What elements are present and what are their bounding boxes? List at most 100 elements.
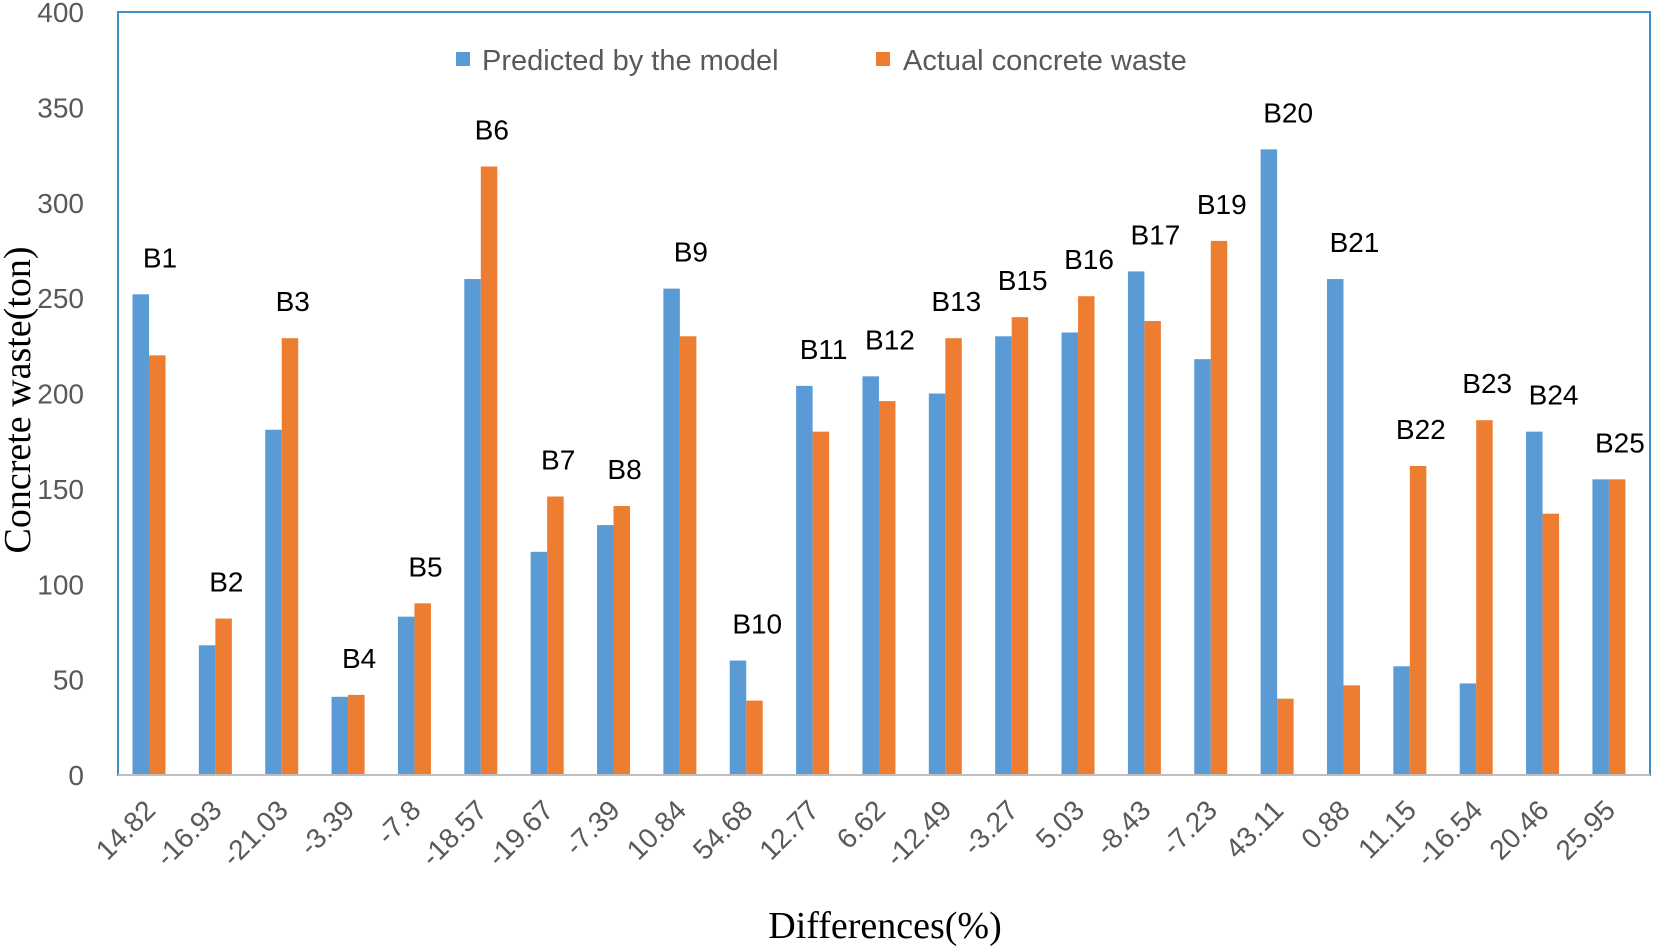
- bar-label: B11: [800, 334, 848, 365]
- bar-label: B15: [998, 265, 1048, 296]
- bar-label: B5: [408, 551, 442, 582]
- y-axis-title: Concrete waste(ton): [0, 246, 39, 553]
- bar-actual: [1343, 685, 1360, 775]
- bar-labels: B1 B2 B3 B4 B5 B6 B7 B8 B9 B10 B11 B12 B13 B15 B16 B17 B…: [143, 97, 1645, 674]
- bar-label: B9: [674, 237, 708, 268]
- y-tick-label: 150: [37, 474, 84, 505]
- bar-actual: [1409, 465, 1427, 775]
- bar-predicted: [1127, 271, 1145, 775]
- bar-actual: [414, 603, 431, 775]
- bar-label: B17: [1130, 219, 1180, 250]
- x-tick-label: -18.57: [415, 794, 493, 872]
- x-tick-label: -3.39: [293, 794, 360, 861]
- bar-predicted: [1526, 431, 1543, 775]
- bars: [132, 149, 1626, 776]
- bar-label: B8: [607, 454, 641, 485]
- legend-swatch-actual: [876, 52, 890, 66]
- x-tick-label: 43.11: [1219, 794, 1289, 864]
- bar-actual: [1210, 240, 1228, 775]
- x-tick-label: -16.54: [1410, 794, 1488, 872]
- y-tick-label: 0: [68, 760, 84, 791]
- bar-predicted: [265, 429, 282, 775]
- legend-label-predicted: Predicted by the model: [482, 45, 779, 77]
- bar-predicted: [1326, 279, 1344, 775]
- y-tick-label: 100: [37, 569, 84, 600]
- x-tick-label: 0.88: [1295, 794, 1355, 854]
- bar-actual: [613, 506, 631, 775]
- bar-label: B20: [1263, 97, 1313, 128]
- bar-predicted: [796, 385, 813, 775]
- y-tick-label: 300: [37, 188, 84, 219]
- x-tick-label: 6.62: [831, 794, 891, 854]
- bar-predicted: [397, 616, 415, 775]
- bar-actual: [1078, 296, 1095, 775]
- x-tick-label: -3.27: [957, 794, 1024, 861]
- bar-label: B19: [1197, 189, 1247, 220]
- bar-actual: [1277, 698, 1294, 775]
- x-tick-label: -7.39: [559, 794, 626, 861]
- x-tick-label: -8.43: [1090, 794, 1157, 861]
- bar-label: B21: [1330, 227, 1380, 258]
- y-tick-label: 50: [53, 665, 84, 696]
- bar-actual: [1144, 321, 1161, 775]
- bar-label: B13: [931, 286, 981, 317]
- legend-swatch-predicted: [456, 52, 470, 66]
- bar-predicted: [1061, 332, 1079, 775]
- bar-label: B7: [541, 445, 575, 476]
- bar-label: B10: [732, 609, 782, 640]
- bar-actual: [945, 338, 962, 775]
- y-tick-label: 200: [37, 379, 84, 410]
- bar-label: B2: [209, 567, 243, 598]
- bar-predicted: [464, 279, 481, 775]
- bar-label: B23: [1462, 368, 1512, 399]
- x-tick-label: 5.03: [1030, 794, 1090, 854]
- x-axis-title: Differences(%): [768, 905, 1002, 946]
- bar-label: B22: [1396, 414, 1446, 445]
- bar-label: B25: [1595, 427, 1645, 458]
- bar-actual: [480, 166, 498, 775]
- bar-predicted: [1459, 683, 1477, 775]
- bar-predicted: [995, 336, 1012, 775]
- bar-actual: [812, 431, 830, 775]
- x-tick-label: 20.46: [1483, 794, 1554, 865]
- y-axis-ticks: 0 50 100 150 200 250 300 350 400: [37, 0, 84, 791]
- legend-label-actual: Actual concrete waste: [903, 45, 1187, 77]
- bar-predicted: [1393, 666, 1410, 775]
- y-tick-label: 350: [37, 92, 84, 123]
- bar-actual: [878, 401, 896, 775]
- x-tick-label: -7.23: [1156, 794, 1223, 861]
- bar-predicted: [862, 376, 879, 775]
- bar-actual: [1011, 317, 1029, 775]
- bar-actual: [215, 618, 232, 775]
- x-tick-label: -7.8: [371, 794, 427, 850]
- x-tick-label: -12.49: [879, 794, 957, 872]
- bar-predicted: [928, 393, 946, 775]
- x-tick-label: -19.67: [481, 794, 559, 872]
- bar-actual: [1542, 513, 1560, 775]
- x-tick-label: -16.93: [150, 794, 228, 872]
- bar-actual: [1476, 420, 1493, 775]
- bar-predicted: [331, 696, 349, 775]
- bar-predicted: [1194, 359, 1211, 775]
- x-tick-label: -21.03: [216, 794, 294, 872]
- bar-actual: [348, 694, 365, 775]
- bar-predicted: [1592, 479, 1609, 775]
- bar-label: B1: [143, 242, 177, 273]
- bar-predicted: [132, 294, 149, 775]
- x-axis-ticks: 14.82-16.93-21.03 -3.39 -7.8-18.57-19.67 -7…: [90, 794, 1621, 872]
- bar-actual: [1608, 479, 1626, 775]
- bar-label: B3: [276, 286, 310, 317]
- x-tick-label: 10.84: [621, 794, 692, 865]
- bar-predicted: [729, 660, 747, 775]
- bar-label: B24: [1529, 380, 1579, 411]
- bar-predicted: [530, 551, 548, 775]
- bar-predicted: [1260, 149, 1278, 776]
- y-tick-label: 400: [37, 0, 84, 28]
- bar-actual: [547, 496, 564, 775]
- x-tick-label: 54.68: [687, 794, 758, 865]
- bar-label: B4: [342, 643, 376, 674]
- y-tick-label: 250: [37, 283, 84, 314]
- x-tick-label: 14.82: [90, 794, 161, 865]
